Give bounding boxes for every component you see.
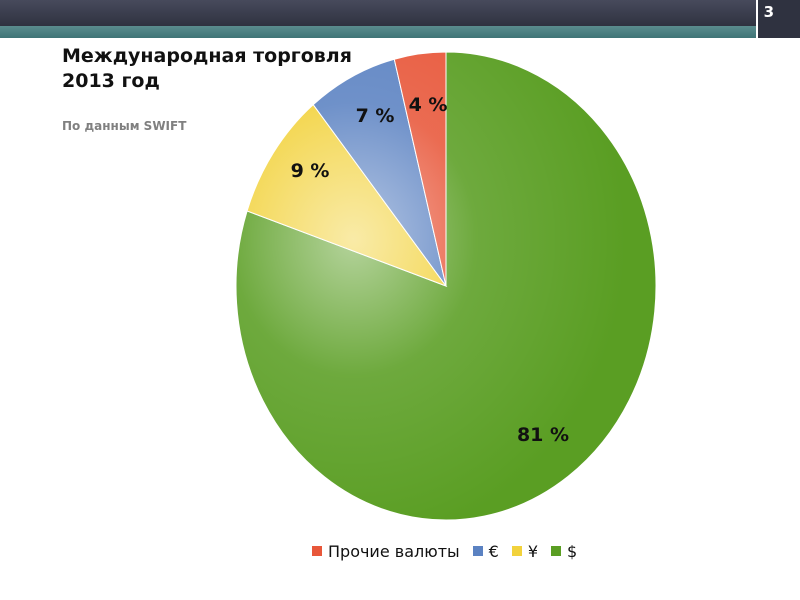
slide-header-bar <box>0 0 800 26</box>
legend-label: € <box>488 541 499 561</box>
legend-swatch <box>312 546 322 556</box>
chart-subtitle: По данным SWIFT <box>62 119 187 133</box>
legend-swatch <box>511 546 522 556</box>
slice-label: 81 % <box>517 424 569 446</box>
pie-slices <box>235 51 657 521</box>
chart-legend: Прочие валюты € ¥ $ <box>312 541 590 561</box>
page-number: 3 <box>763 3 774 21</box>
slice-label: 9 % <box>291 160 330 182</box>
legend-swatch <box>551 546 562 556</box>
legend-label: Прочие валюты <box>328 541 460 561</box>
header-rule <box>0 38 680 41</box>
legend-item: ¥ <box>511 541 539 561</box>
slice-label: 4 % <box>409 94 448 116</box>
page-number-box <box>756 0 800 38</box>
legend-item: $ <box>551 542 577 561</box>
legend-label: $ <box>567 541 578 561</box>
legend-label: ¥ <box>527 541 539 561</box>
pie-labels: 81 % 9 % 7 % 4 % <box>291 94 569 446</box>
legend-swatch <box>472 546 483 556</box>
slide-accent-bar <box>0 26 800 38</box>
legend-item: Прочие валюты <box>312 542 460 561</box>
slice-label: 7 % <box>356 105 395 127</box>
legend-item: € <box>472 541 499 561</box>
